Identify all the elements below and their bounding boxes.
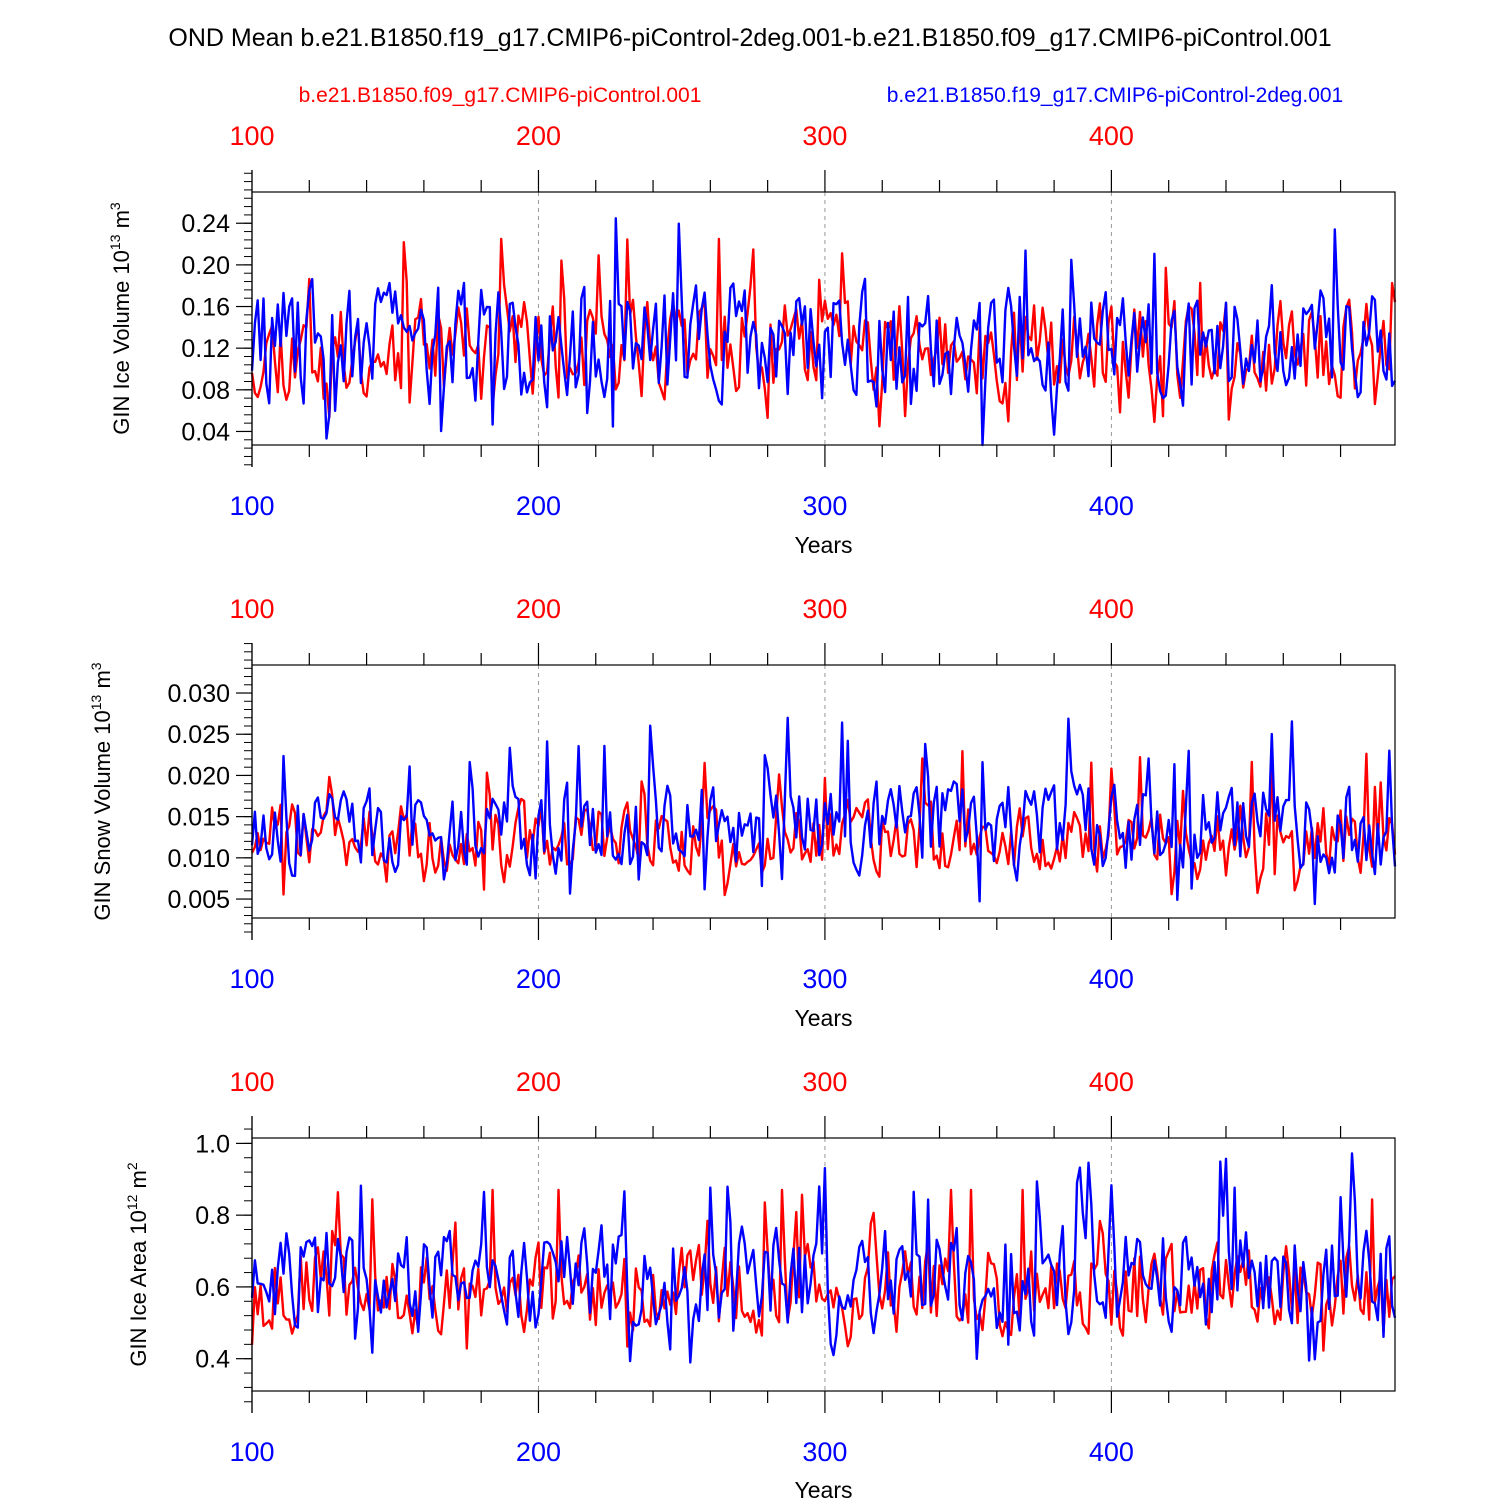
x-top-tick-label: 400 — [1089, 121, 1134, 151]
x-bottom-tick-label: 300 — [802, 964, 847, 994]
x-axis-label: Years — [795, 1477, 853, 1500]
panel-1: 0.04 0.08 0.12 0.16 0.20 0.24 100 100 200 200 300 3… — [107, 121, 1397, 558]
x-bottom-tick-label: 100 — [229, 1437, 274, 1467]
y-tick-label: 0.030 — [167, 680, 230, 708]
x-top-tick-label: 100 — [229, 1067, 274, 1097]
x-top-tick-label: 200 — [516, 594, 561, 624]
figure-title: OND Mean b.e21.B1850.f19_g17.CMIP6-piCon… — [168, 24, 1331, 52]
y-tick-label: 0.24 — [181, 210, 230, 238]
y-tick-label: 0.025 — [167, 721, 230, 749]
x-bottom-tick-label: 100 — [229, 491, 274, 521]
y-axis-label: GIN Ice Volume 1013 m3 — [107, 202, 134, 435]
x-top-tick-label: 100 — [229, 121, 274, 151]
x-top-tick-label: 400 — [1089, 594, 1134, 624]
series-blue-line — [250, 217, 1397, 447]
series-blue-line — [250, 1152, 1397, 1364]
legend-blue-label: b.e21.B1850.f19_g17.CMIP6-piControl-2deg… — [887, 84, 1343, 107]
x-bottom-tick-label: 400 — [1089, 964, 1134, 994]
series-red-line — [250, 237, 1397, 428]
y-axis-label: GIN Ice Area 1012 m2 — [124, 1162, 151, 1367]
x-axis-label: Years — [795, 1005, 853, 1031]
series-blue-line — [250, 716, 1397, 906]
x-bottom-tick-label: 200 — [516, 1437, 561, 1467]
y-tick-label: 0.4 — [195, 1346, 230, 1374]
legend-red-label: b.e21.B1850.f09_g17.CMIP6-piControl.001 — [299, 84, 702, 107]
x-top-tick-label: 100 — [229, 594, 274, 624]
y-tick-label: 0.8 — [195, 1202, 230, 1230]
x-bottom-tick-label: 200 — [516, 964, 561, 994]
x-bottom-tick-label: 400 — [1089, 1437, 1134, 1467]
y-tick-label: 0.020 — [167, 762, 230, 790]
x-bottom-tick-label: 300 — [802, 491, 847, 521]
x-top-tick-label: 300 — [802, 1067, 847, 1097]
x-top-tick-label: 300 — [802, 594, 847, 624]
x-top-tick-label: 200 — [516, 121, 561, 151]
y-tick-label: 1.0 — [195, 1130, 230, 1158]
panel-2: 0.005 0.010 0.015 0.020 0.025 0.030 100 100 200 2… — [88, 594, 1397, 1031]
x-top-tick-label: 400 — [1089, 1067, 1134, 1097]
x-axis-label: Years — [795, 532, 853, 558]
y-tick-label: 0.6 — [195, 1274, 230, 1302]
y-axis-label: GIN Snow Volume 1013 m3 — [88, 662, 115, 920]
y-tick-label: 0.20 — [181, 252, 230, 280]
x-bottom-tick-label: 100 — [229, 964, 274, 994]
x-bottom-tick-label: 400 — [1089, 491, 1134, 521]
x-top-tick-label: 300 — [802, 121, 847, 151]
y-tick-label: 0.16 — [181, 294, 230, 322]
y-tick-label: 0.005 — [167, 886, 230, 914]
y-tick-label: 0.12 — [181, 335, 230, 363]
y-tick-label: 0.08 — [181, 377, 230, 405]
y-tick-label: 0.04 — [181, 418, 230, 446]
x-top-tick-label: 200 — [516, 1067, 561, 1097]
y-tick-label: 0.010 — [167, 845, 230, 873]
y-tick-label: 0.015 — [167, 804, 230, 832]
x-bottom-tick-label: 200 — [516, 491, 561, 521]
x-bottom-tick-label: 300 — [802, 1437, 847, 1467]
panel-3: 0.4 0.6 0.8 1.0 100 100 200 200 300 300 400 400 Year… — [124, 1067, 1397, 1500]
